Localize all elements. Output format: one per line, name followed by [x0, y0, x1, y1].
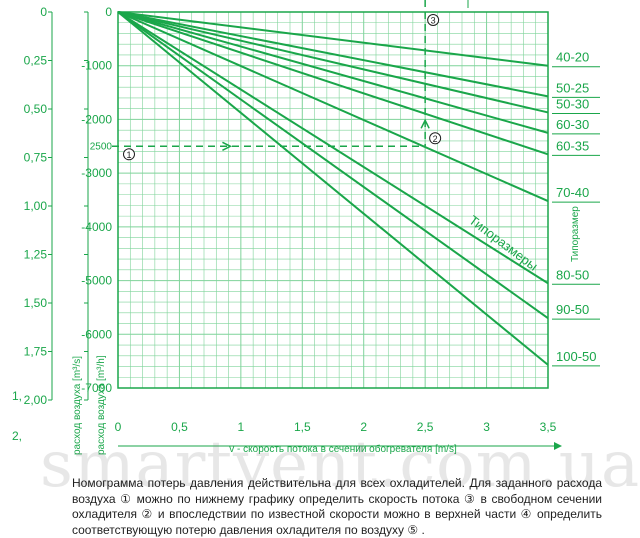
series-line: [117, 11, 549, 98]
guide-arrow-up: [420, 118, 430, 129]
annotation-marker: [427, 14, 440, 26]
outer-axis-1-label: 1,50: [24, 296, 48, 310]
series-group-label: Типоразмеры: [466, 212, 540, 273]
outer-axis-1-label: 0: [40, 5, 47, 19]
y-tick-label: -6000: [81, 327, 112, 341]
annotation-number: 1: [126, 150, 131, 160]
y-tick-label: -4000: [81, 220, 112, 234]
annotation-marker: [123, 148, 135, 161]
guide-arrow-right: [222, 141, 233, 151]
x-tick-label: 3,5: [540, 420, 557, 434]
series-line: [117, 11, 549, 156]
outer-axis-1-title: расход воздуха [m³/s]: [72, 356, 83, 455]
series-line: [117, 11, 549, 366]
series-label: 50-25: [556, 80, 589, 95]
x-axis-title: v - скорость потока в сечении обогревате…: [229, 443, 457, 455]
y-tick-label: -7000: [81, 381, 112, 395]
series-line: [117, 11, 549, 319]
x-tick-label: 3: [483, 420, 490, 434]
series-label: 80-50: [556, 267, 589, 282]
outer-axis-1-label: 0,75: [24, 151, 48, 165]
series-label: 60-35: [556, 138, 589, 153]
outer-axis-1-label: 1,00: [24, 199, 48, 213]
y-tick-label: -5000: [81, 274, 112, 288]
x-tick-label: 0: [115, 420, 122, 434]
y-tick-label: -3000: [81, 166, 112, 180]
series-label: 50-30: [556, 96, 589, 111]
series-label: 60-30: [556, 117, 589, 132]
series-label: 100-50: [556, 349, 596, 364]
outer-axis-1-label: 2,00: [24, 393, 48, 407]
caption-text: Номограмма потерь давления действительна…: [72, 476, 602, 537]
outer-axis-1-label: 0,25: [24, 54, 48, 68]
annotation-number: 2: [433, 134, 438, 144]
series-line: [117, 11, 549, 285]
series-label: 90-50: [556, 302, 589, 317]
x-tick-label: 2,5: [417, 420, 434, 434]
series-line: [117, 11, 549, 202]
annotation-value: 2500: [90, 141, 113, 152]
x-tick-label: 1: [238, 420, 245, 434]
outer-axis-2-title: расход воздуха [m³/h]: [96, 355, 107, 455]
y-tick-label: 0: [105, 5, 112, 19]
series-line: [117, 11, 549, 67]
x-tick-label: 1,5: [294, 420, 311, 434]
y-tick-label: -2000: [81, 112, 112, 126]
x-axis-arrow: [554, 442, 562, 450]
outer-axis-1-label: 1,25: [24, 248, 48, 262]
series-label: 70-40: [556, 185, 589, 200]
plot-frame: [117, 11, 549, 389]
series-line: [117, 11, 549, 134]
x-tick-label: 2: [360, 420, 367, 434]
annotation-marker: [429, 132, 442, 145]
series-label: 40-20: [556, 50, 589, 65]
outer-axis-1-label: 1,75: [24, 345, 48, 359]
series-line: [117, 11, 549, 114]
outer-axis-1-label: 0,50: [24, 102, 48, 116]
watermark: smartvent.com.ua: [40, 428, 640, 502]
y-tick-label: -1000: [81, 59, 112, 73]
x-tick-label: 0,5: [171, 420, 188, 434]
outer-axis-2-note: 2,: [12, 429, 22, 443]
series-group-label-right: Типоразмер: [570, 206, 581, 262]
annotation-number: 3: [431, 16, 436, 26]
outer-axis-1-note: 1,: [12, 389, 22, 403]
